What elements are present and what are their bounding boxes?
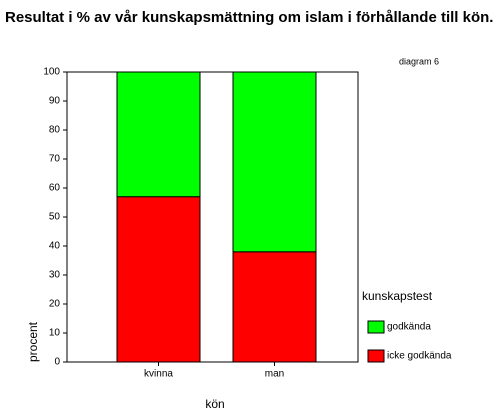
y-tick-label: 20 bbox=[49, 299, 61, 310]
y-tick-label: 100 bbox=[43, 67, 60, 78]
chart-title: Resultat i % av vår kunskapsmättning om … bbox=[5, 9, 493, 26]
y-tick-label: 0 bbox=[54, 357, 60, 368]
legend-swatch bbox=[367, 320, 385, 334]
y-tick-label: 80 bbox=[49, 125, 61, 136]
y-tick-label: 70 bbox=[49, 154, 61, 165]
legend-label: icke godkända bbox=[387, 351, 452, 362]
y-tick-label: 10 bbox=[49, 328, 61, 339]
legend-label: godkända bbox=[387, 322, 431, 333]
y-tick-label: 30 bbox=[49, 270, 61, 281]
legend-swatch bbox=[367, 349, 385, 363]
annotation: diagram 6 bbox=[399, 56, 439, 66]
y-tick-label: 40 bbox=[49, 241, 61, 252]
y-tick-label: 60 bbox=[49, 183, 61, 194]
bar-segment bbox=[116, 71, 201, 198]
y-tick-label: 90 bbox=[49, 96, 61, 107]
legend-title: kunskapstest bbox=[362, 289, 433, 303]
x-axis-label: kön bbox=[205, 397, 224, 411]
x-tick-label: kvinna bbox=[144, 369, 173, 380]
y-axis-label: procent bbox=[26, 321, 40, 362]
y-tick-label: 50 bbox=[49, 212, 61, 223]
x-tick-label: man bbox=[265, 369, 284, 380]
bar-segment bbox=[232, 251, 317, 363]
bar-segment bbox=[232, 71, 317, 253]
bar-segment bbox=[116, 196, 201, 363]
